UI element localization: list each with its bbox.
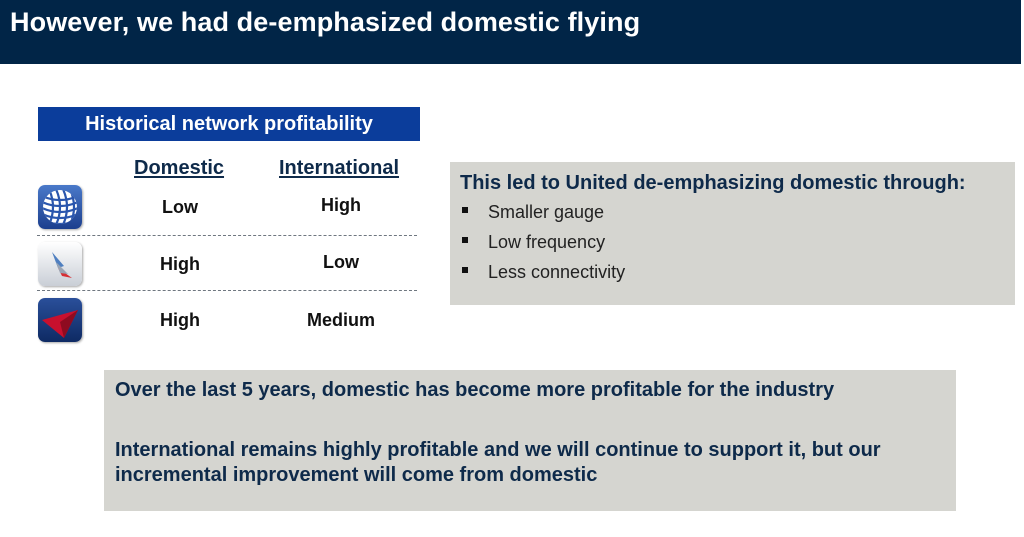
american-domestic-value: High: [160, 254, 200, 274]
delta-domestic-value: High: [160, 310, 200, 330]
united-airlines-globe-logo-icon: [38, 185, 82, 229]
bullet-square-icon: [462, 267, 468, 274]
united-domestic-value: Low: [162, 197, 198, 217]
row-divider: [37, 235, 417, 236]
callout-bullet: Less connectivity: [462, 262, 625, 283]
profitability-table-header: Historical network profitability: [38, 107, 420, 141]
united-international-value: High: [321, 195, 361, 215]
title-bar: However, we had de-emphasized domestic f…: [0, 0, 1021, 64]
column-header-domestic: Domestic: [134, 157, 225, 179]
callout-title: This led to United de-emphasizing domest…: [460, 172, 966, 194]
callout-bullet: Smaller gauge: [462, 202, 604, 223]
delta-widget-logo-icon: [38, 298, 82, 342]
callout-bullet-text: Smaller gauge: [488, 202, 605, 222]
summary-line-1: Over the last 5 years, domestic has beco…: [115, 379, 835, 401]
column-header-international: International: [279, 157, 400, 179]
bullet-square-icon: [462, 207, 468, 214]
bullet-square-icon: [462, 237, 468, 244]
callout-bullet: Low frequency: [462, 232, 605, 253]
delta-international-value: Medium: [306, 310, 375, 330]
american-international-value: Low: [323, 252, 359, 272]
slide-title: However, we had de-emphasized domestic f…: [10, 7, 641, 37]
row-divider: [37, 290, 417, 291]
american-airlines-flight-symbol-logo-icon: [38, 242, 82, 286]
summary-line-2: International remains highly profitable …: [115, 439, 881, 486]
callout-bullet-text: Low frequency: [488, 232, 606, 252]
summary-box: Over the last 5 years, domestic has beco…: [104, 370, 956, 511]
callout-bullet-text: Less connectivity: [488, 262, 626, 282]
deemphasis-callout-box: This led to United de-emphasizing domest…: [450, 162, 1015, 305]
